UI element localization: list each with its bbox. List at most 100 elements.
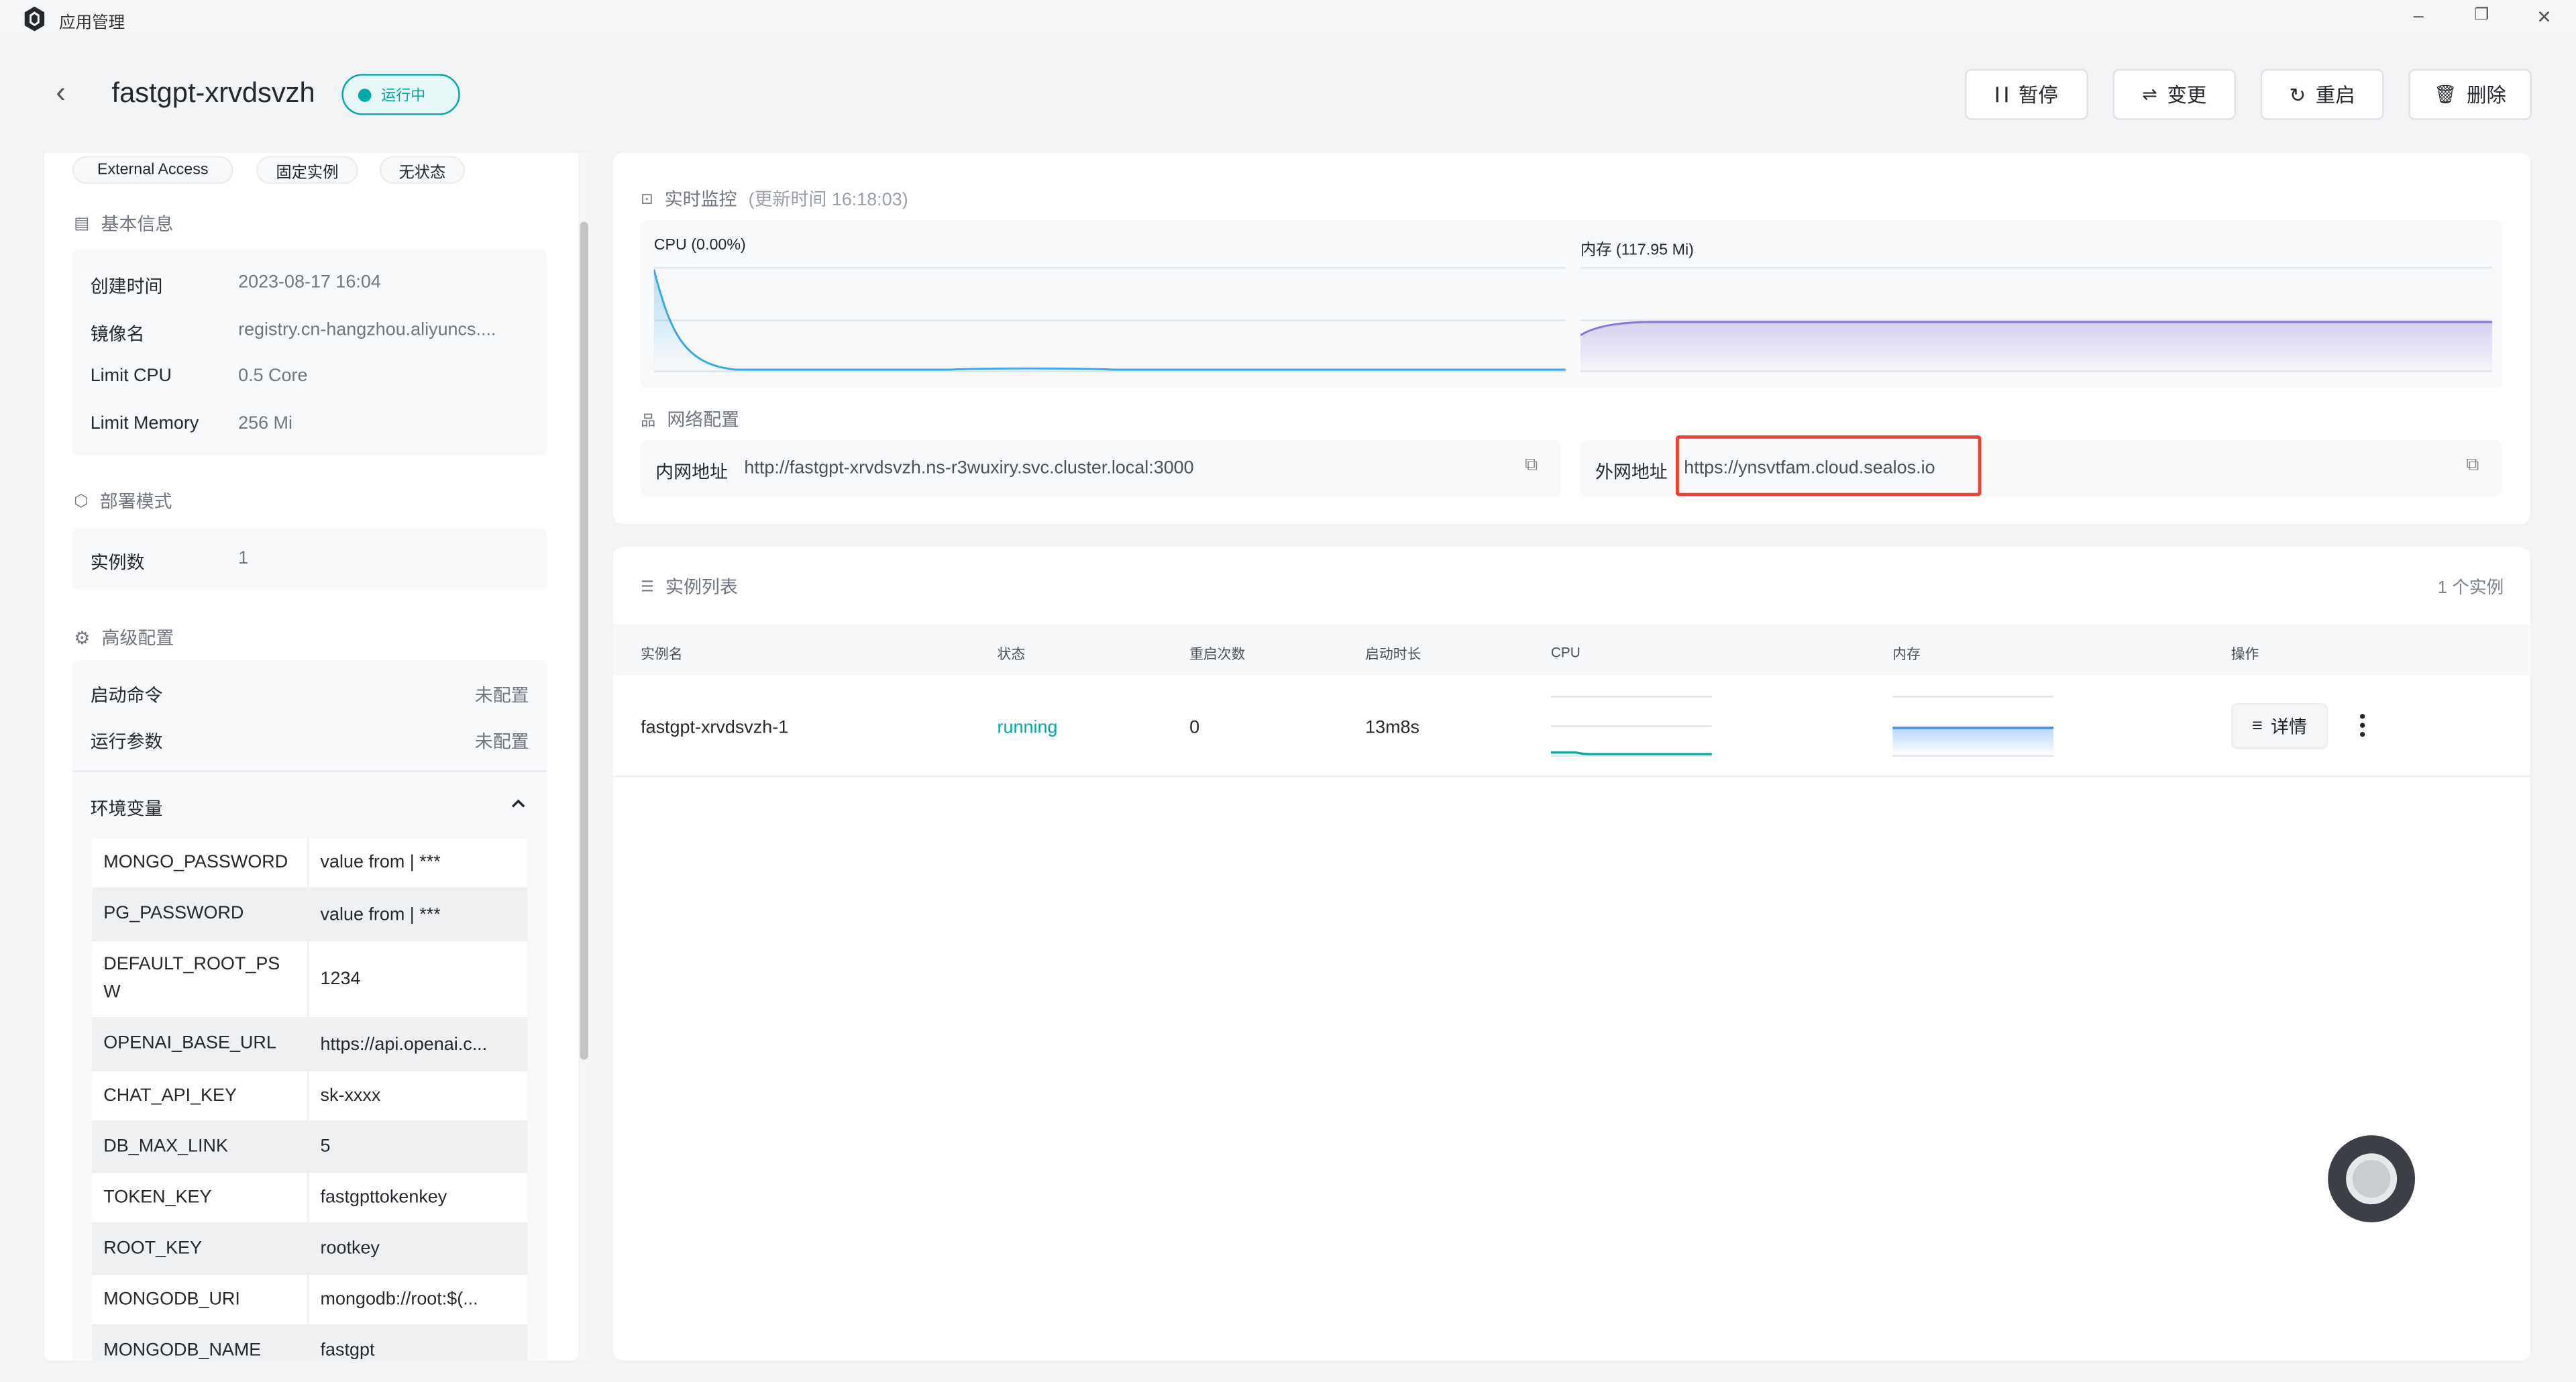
- column-header: 重启次数: [1189, 645, 1246, 662]
- env-row: TOKEN_KEY fastgpttokenkey: [92, 1173, 528, 1224]
- app-name: fastgpt-xrvdsvzh: [111, 77, 315, 109]
- sidebar-scrollbar[interactable]: [578, 152, 590, 1361]
- section-title: 实时监控: [664, 191, 737, 211]
- memory-chart: [1580, 266, 2493, 372]
- table-header: [612, 624, 2530, 676]
- env-row: MONGO_PASSWORD value from | ***: [92, 837, 528, 889]
- column-header: 启动时长: [1365, 645, 1421, 662]
- memory-line: [1580, 321, 2493, 336]
- internal-address-label: 内网地址: [655, 463, 728, 484]
- info-label: 镜像名: [90, 325, 145, 346]
- env-row: ROOT_KEY rootkey: [92, 1224, 528, 1275]
- minimize-button[interactable]: –: [2413, 6, 2424, 27]
- copy-icon[interactable]: ⧉: [2466, 455, 2479, 475]
- detail-button[interactable]: ≡ 详情: [2231, 703, 2328, 749]
- instance-name: fastgpt-xrvdsvzh-1: [641, 718, 789, 738]
- chevron-up-icon[interactable]: [511, 798, 526, 808]
- delete-button[interactable]: 🗑 删除: [2408, 68, 2532, 120]
- section-title: 高级配置: [101, 629, 174, 649]
- pause-icon: | |: [1994, 85, 2009, 104]
- back-button[interactable]: ‹: [56, 75, 66, 109]
- env-key: OPENAI_BASE_URL: [92, 1018, 309, 1070]
- env-key: DB_MAX_LINK: [92, 1122, 309, 1172]
- chart-icon: ⊡: [641, 189, 653, 207]
- external-address-label: 外网地址: [1595, 463, 1668, 484]
- section-title: 部署模式: [99, 492, 172, 513]
- monitor-chart-box: CPU (0.00%) 内存 (117.95 Mi): [641, 220, 2502, 388]
- info-value: 0.5 Core: [238, 366, 308, 386]
- instance-cpu-sparkline: [1550, 696, 1712, 757]
- instances-header: ☰ 实例列表: [641, 574, 738, 600]
- info-value: 未配置: [474, 686, 529, 707]
- env-row: MONGODB_NAME fastgpt: [92, 1326, 528, 1361]
- monitor-header: ⊡ 实时监控 (更新时间 16:18:03): [641, 186, 908, 212]
- instance-memory-sparkline: [1892, 696, 2054, 757]
- external-address-url[interactable]: https://ynsvtfam.cloud.sealos.io: [1684, 458, 1935, 478]
- info-value: registry.cn-hangzhou.aliyuncs....: [238, 320, 496, 340]
- divider: [72, 770, 547, 773]
- title-bar: 应用管理 – ❐ ✕: [0, 0, 2576, 36]
- env-value: https://api.openai.c...: [320, 1034, 488, 1055]
- button-label: 变更: [2167, 83, 2207, 107]
- internal-address-url[interactable]: http://fastgpt-xrvdsvzh.ns-r3wuxiry.svc.…: [744, 458, 1194, 478]
- document-icon: ▤: [74, 214, 90, 233]
- tag-fixed-instance: 固定实例: [256, 156, 358, 184]
- memory-chart-label: 内存 (117.95 Mi): [1580, 242, 1694, 260]
- network-header: 品网络配置: [641, 406, 739, 432]
- scrollbar-thumb[interactable]: [580, 221, 588, 1060]
- env-key: PG_PASSWORD: [92, 888, 309, 940]
- network-icon: 品: [641, 411, 656, 428]
- info-label: Limit CPU: [90, 366, 172, 386]
- restart-button[interactable]: ↻ 重启: [2260, 68, 2384, 120]
- env-key: CHAT_API_KEY: [92, 1071, 309, 1121]
- env-value: value from | ***: [320, 853, 441, 873]
- env-row: DB_MAX_LINK 5: [92, 1122, 528, 1173]
- floating-assistant-button[interactable]: [2328, 1135, 2416, 1223]
- more-options-icon[interactable]: [2357, 713, 2367, 738]
- info-value: 未配置: [474, 733, 529, 753]
- env-value: 1234: [320, 969, 361, 990]
- pause-button[interactable]: | | 暂停: [1965, 68, 2088, 120]
- button-label: 重启: [2315, 83, 2355, 107]
- env-value: fastgpt: [320, 1340, 375, 1361]
- update-time: (更新时间 16:18:03): [748, 191, 908, 211]
- status-text: 运行中: [381, 87, 426, 104]
- copy-icon[interactable]: ⧉: [1525, 455, 1538, 475]
- env-value: sk-xxxx: [320, 1085, 381, 1106]
- deploy-mode-header: ⬡ 部署模式: [74, 488, 172, 514]
- window-title: 应用管理: [59, 15, 125, 33]
- update-button[interactable]: ⇌ 变更: [2112, 68, 2237, 120]
- close-button[interactable]: ✕: [2536, 8, 2552, 28]
- env-row: DEFAULT_ROOT_PSW 1234: [92, 941, 528, 1019]
- env-row: OPENAI_BASE_URL https://api.openai.c...: [92, 1018, 528, 1071]
- env-row: CHAT_API_KEY sk-xxxx: [92, 1071, 528, 1122]
- deploy-mode-box: 实例数 1: [72, 529, 547, 590]
- env-value: mongodb://root:$(...: [320, 1289, 478, 1310]
- info-label: 创建时间: [90, 277, 163, 298]
- external-address-box: 外网地址 https://ynsvtfam.cloud.sealos.io ⧉: [1580, 440, 2502, 496]
- status-dot-icon: [358, 88, 372, 101]
- env-row: MONGODB_URI mongodb://root:$(...: [92, 1275, 528, 1326]
- internal-address-box: 内网地址 http://fastgpt-xrvdsvzh.ns-r3wuxiry…: [641, 440, 1561, 496]
- env-key: DEFAULT_ROOT_PSW: [92, 941, 309, 1017]
- instance-uptime: 13m8s: [1365, 718, 1420, 738]
- gear-icon: ⚙: [74, 628, 91, 649]
- cpu-chart-label: CPU (0.00%): [653, 236, 746, 255]
- section-title: 网络配置: [667, 411, 740, 431]
- memory-area: [1580, 322, 2493, 372]
- env-key: TOKEN_KEY: [92, 1173, 309, 1223]
- circle-icon: [2346, 1153, 2398, 1205]
- menu-lines-icon: ≡: [2252, 716, 2263, 737]
- trash-icon: 🗑: [2434, 85, 2457, 105]
- section-title: 实例列表: [665, 578, 738, 598]
- app-logo-icon: [24, 6, 45, 32]
- button-label: 删除: [2467, 83, 2506, 107]
- column-header: 状态: [997, 645, 1026, 662]
- info-label: Limit Memory: [90, 414, 199, 434]
- restore-button[interactable]: ❐: [2474, 6, 2489, 25]
- column-header: 实例名: [641, 645, 683, 662]
- instance-count: 1 个实例: [2437, 578, 2504, 598]
- button-label: 详情: [2271, 718, 2307, 738]
- info-value: 2023-08-17 16:04: [238, 272, 381, 293]
- sidebar-panel: External Access 固定实例 无状态 ▤ 基本信息 创建时间 2023-…: [44, 152, 579, 1361]
